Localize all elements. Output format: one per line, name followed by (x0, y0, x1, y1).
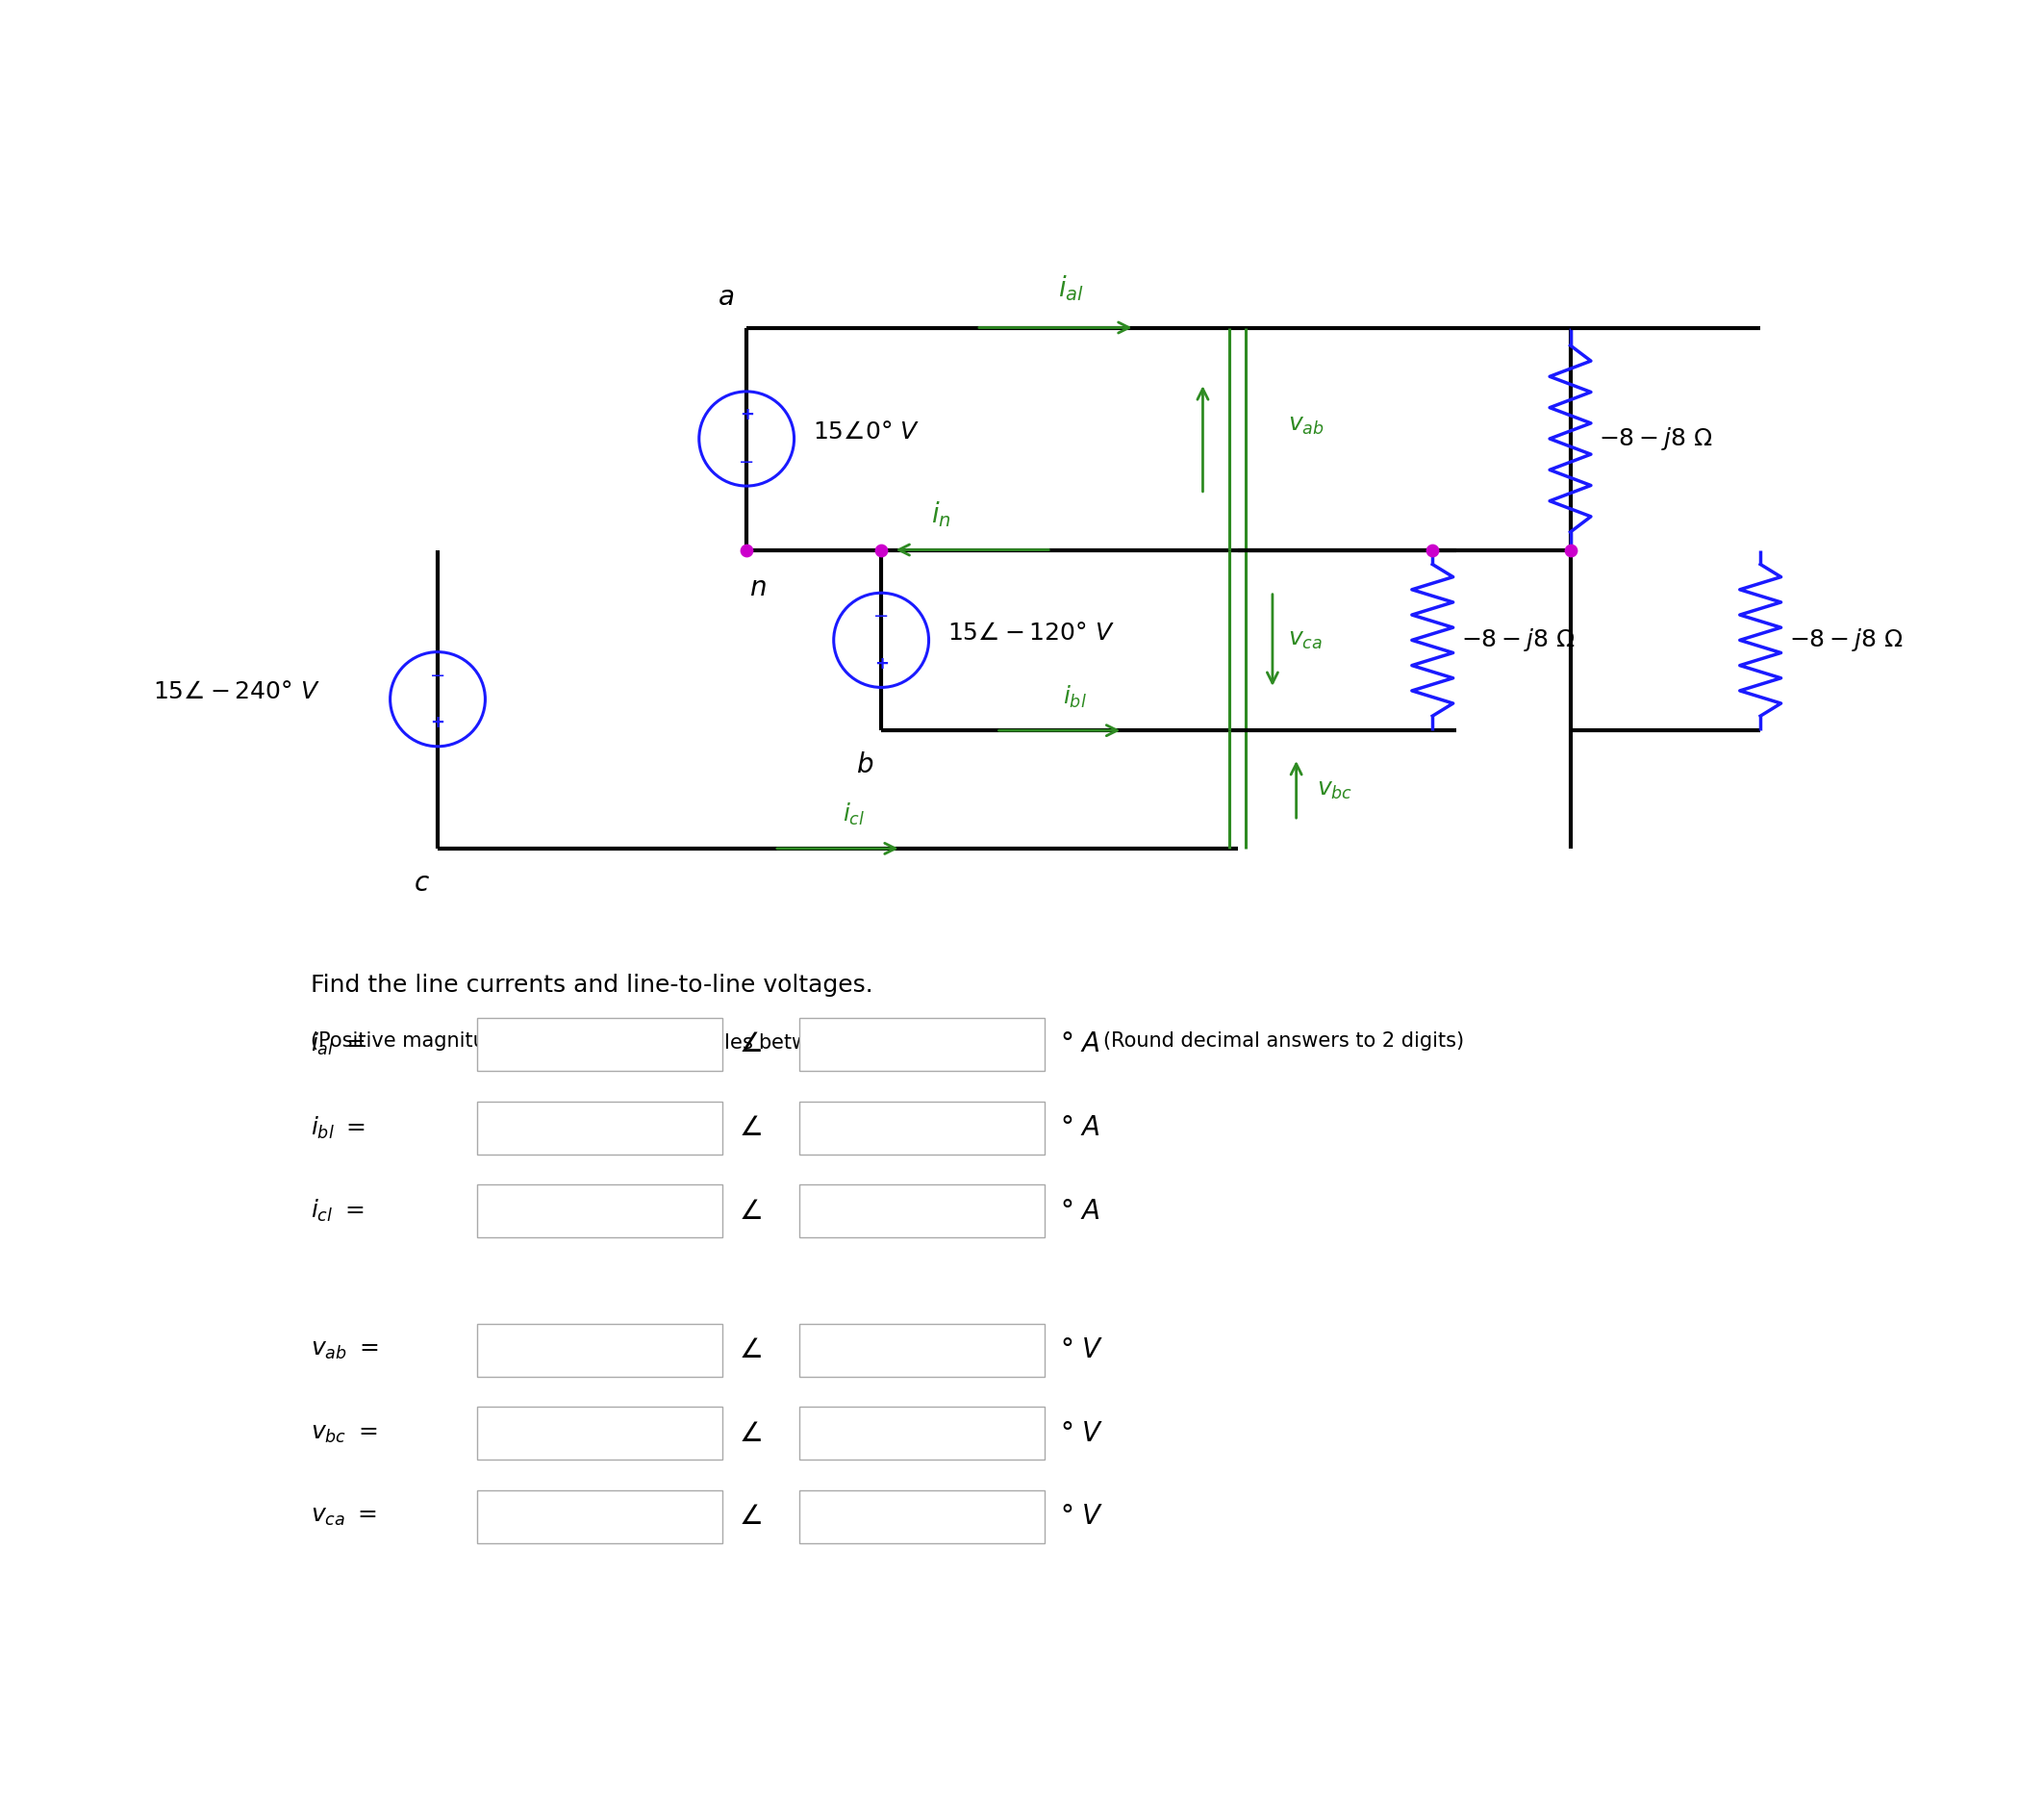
Text: (Round decimal answers to 2 digits): (Round decimal answers to 2 digits) (1104, 1032, 1464, 1052)
Text: $°\ V$: $°\ V$ (1061, 1337, 1104, 1364)
Text: $\angle$: $\angle$ (738, 1420, 762, 1447)
FancyBboxPatch shape (799, 1407, 1044, 1459)
Text: $-8-j8\ \Omega$: $-8-j8\ \Omega$ (1598, 426, 1713, 453)
Text: (Phase angles between $\pm 180°$): (Phase angles between $\pm 180°$) (611, 1032, 926, 1055)
Text: $-8-j8\ \Omega$: $-8-j8\ \Omega$ (1461, 626, 1576, 653)
FancyBboxPatch shape (478, 1407, 724, 1459)
Text: $°\ V$: $°\ V$ (1061, 1503, 1104, 1530)
Text: +: + (740, 406, 754, 424)
Text: +: + (875, 655, 889, 673)
Text: $°\ A$: $°\ A$ (1061, 1030, 1100, 1057)
Text: $°\ A$: $°\ A$ (1061, 1115, 1100, 1142)
Text: −: − (738, 453, 754, 471)
Text: $\angle$: $\angle$ (738, 1115, 762, 1142)
Text: $v_{ab}$: $v_{ab}$ (1288, 413, 1325, 437)
Text: $n$: $n$ (750, 575, 766, 603)
Text: $-8-j8\ \Omega$: $-8-j8\ \Omega$ (1788, 626, 1903, 653)
Text: $i_{cl}$: $i_{cl}$ (842, 801, 865, 828)
Text: $i_{al}\ =$: $i_{al}\ =$ (311, 1032, 366, 1057)
Point (730, 536, 762, 565)
Text: $°\ V$: $°\ V$ (1061, 1420, 1104, 1447)
FancyBboxPatch shape (799, 1017, 1044, 1072)
Text: $c$: $c$ (413, 870, 429, 897)
Text: $v_{ab}\ =$: $v_{ab}\ =$ (311, 1339, 378, 1362)
Text: Find the line currents and line-to-line voltages.: Find the line currents and line-to-line … (311, 974, 873, 996)
FancyBboxPatch shape (799, 1490, 1044, 1542)
Text: $\angle$: $\angle$ (738, 1030, 762, 1057)
Text: $15\angle -240°\ V$: $15\angle -240°\ V$ (153, 680, 319, 704)
Text: $a$: $a$ (717, 283, 734, 310)
Point (1416, 536, 1449, 565)
Text: $i_{al}$: $i_{al}$ (1059, 272, 1083, 303)
Text: $v_{ca}\ =$: $v_{ca}\ =$ (311, 1505, 378, 1528)
Text: $i_{bl}$: $i_{bl}$ (1063, 684, 1087, 709)
FancyBboxPatch shape (478, 1324, 724, 1376)
Text: −: − (873, 608, 889, 626)
FancyBboxPatch shape (799, 1100, 1044, 1155)
Text: $15\angle -120°\ V$: $15\angle -120°\ V$ (948, 622, 1114, 644)
FancyBboxPatch shape (478, 1017, 724, 1072)
Text: $v_{ca}$: $v_{ca}$ (1288, 628, 1322, 651)
Point (865, 536, 897, 565)
Text: $°\ A$: $°\ A$ (1061, 1198, 1100, 1225)
Text: −: − (429, 666, 446, 686)
FancyBboxPatch shape (799, 1324, 1044, 1376)
FancyBboxPatch shape (478, 1100, 724, 1155)
Text: $\angle$: $\angle$ (738, 1337, 762, 1364)
Text: $i_{bl}\ =$: $i_{bl}\ =$ (311, 1115, 366, 1140)
FancyBboxPatch shape (478, 1490, 724, 1542)
Text: $15\angle 0°\ V$: $15\angle 0°\ V$ (814, 420, 920, 444)
Text: $i_{cl}\ =$: $i_{cl}\ =$ (311, 1198, 364, 1225)
Point (1553, 536, 1586, 565)
Text: $v_{bc}\ =$: $v_{bc}\ =$ (311, 1422, 378, 1445)
Text: $\angle$: $\angle$ (738, 1503, 762, 1530)
FancyBboxPatch shape (799, 1185, 1044, 1238)
Text: +: + (431, 714, 446, 731)
FancyBboxPatch shape (478, 1185, 724, 1238)
Text: $\angle$: $\angle$ (738, 1198, 762, 1225)
Text: $i_{n}$: $i_{n}$ (930, 500, 950, 529)
Text: $b$: $b$ (856, 750, 873, 778)
Text: $v_{bc}$: $v_{bc}$ (1316, 778, 1353, 801)
Text: (Positive magnitudes): (Positive magnitudes) (311, 1032, 529, 1052)
